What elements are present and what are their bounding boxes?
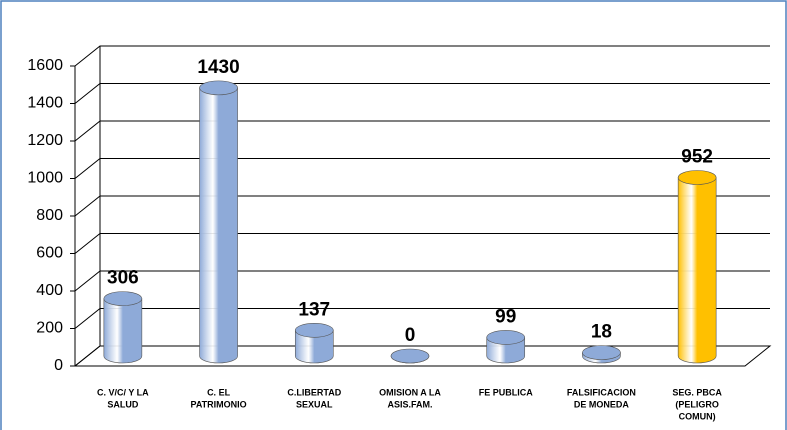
grid-line bbox=[74, 120, 770, 142]
x-tick-label: DE MONEDA bbox=[574, 399, 630, 409]
x-tick-label: FALSIFICACION bbox=[567, 387, 636, 397]
x-tick-label: (PELIGRO bbox=[675, 399, 719, 409]
x-tick-label: PATRIMONIO bbox=[190, 399, 246, 409]
y-tick-label: 1600 bbox=[27, 57, 63, 74]
y-tick-label: 200 bbox=[36, 320, 63, 337]
y-tick-label: 1400 bbox=[27, 95, 63, 112]
value-label: 306 bbox=[107, 268, 139, 289]
value-label: 99 bbox=[495, 306, 516, 327]
bar bbox=[390, 348, 430, 364]
bar bbox=[677, 170, 717, 364]
x-tick-label: C. V/C/ Y LA bbox=[97, 387, 149, 397]
y-tick-label: 600 bbox=[36, 245, 63, 262]
bar-top bbox=[677, 170, 717, 185]
x-tick-label: OMISION A LA bbox=[379, 387, 441, 397]
x-tick-label: COMUN) bbox=[679, 411, 716, 421]
bar-body bbox=[103, 298, 143, 364]
bar-body bbox=[677, 177, 717, 364]
bar-body bbox=[294, 330, 334, 364]
y-tick-label: 1000 bbox=[27, 170, 63, 187]
value-label: 952 bbox=[681, 147, 713, 168]
y-tick-label: 1200 bbox=[27, 132, 63, 149]
grid-line bbox=[74, 45, 770, 67]
y-tick-label: 800 bbox=[36, 207, 63, 224]
bar-top bbox=[103, 291, 143, 306]
value-label: 0 bbox=[405, 325, 416, 346]
bar-top bbox=[294, 323, 334, 338]
x-tick-label: C.LIBERTAD bbox=[287, 387, 341, 397]
bar-top bbox=[582, 345, 621, 360]
grid-line bbox=[74, 270, 770, 292]
bar-top bbox=[486, 330, 526, 345]
bar bbox=[294, 323, 334, 364]
x-tick-label: FE PUBLICA bbox=[479, 387, 534, 397]
x-tick-label: SEG. PBCA bbox=[672, 387, 722, 397]
y-tick-label: 400 bbox=[36, 282, 63, 299]
grid-line bbox=[74, 158, 770, 179]
y-tick-label: 0 bbox=[54, 357, 63, 374]
bar bbox=[486, 330, 526, 364]
value-label: 18 bbox=[591, 322, 612, 343]
x-tick-label: SALUD bbox=[107, 399, 138, 409]
grid-line bbox=[74, 233, 770, 254]
bar-top bbox=[390, 348, 430, 364]
x-tick-label: SEXUAL bbox=[296, 399, 333, 409]
bar bbox=[199, 80, 238, 364]
grid-line bbox=[74, 308, 770, 329]
bar bbox=[582, 345, 621, 364]
grid-line bbox=[74, 195, 770, 217]
x-tick-label: ASIS.FAM. bbox=[387, 399, 432, 409]
value-label: 1430 bbox=[197, 57, 239, 78]
value-label: 137 bbox=[298, 299, 330, 320]
bar bbox=[103, 291, 143, 364]
bar-body bbox=[199, 87, 238, 364]
x-tick-label: C. EL bbox=[207, 387, 231, 397]
bar-top bbox=[199, 80, 238, 96]
grid-line bbox=[74, 83, 770, 104]
